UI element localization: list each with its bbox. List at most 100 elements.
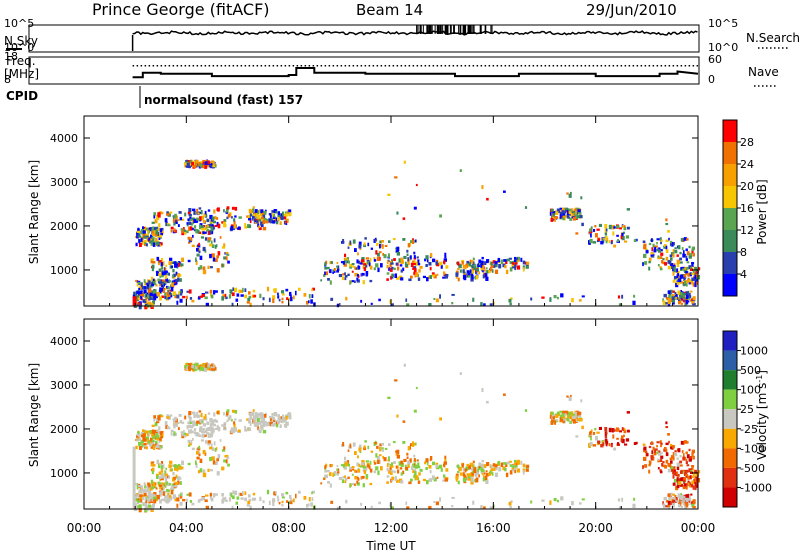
power-cell: [613, 244, 617, 248]
velocity-cell: [413, 460, 417, 463]
velocity-cell: [345, 499, 348, 504]
power-cell: [206, 219, 210, 223]
velocity-cell: [481, 459, 484, 463]
velocity-cell: [175, 481, 179, 485]
velocity-cell: [388, 470, 390, 474]
colorbar-segment: [723, 370, 737, 390]
power-cell: [160, 230, 164, 235]
power-cell: [347, 260, 350, 264]
velocity-cell: [151, 470, 154, 475]
power-cell: [443, 260, 446, 264]
velocity-cell: [199, 366, 203, 371]
velocity-cell: [196, 411, 199, 416]
velocity-cell: [157, 430, 161, 434]
power-cell: [137, 295, 140, 298]
velocity-cell: [203, 416, 206, 420]
velocity-cell: [572, 419, 576, 424]
velocity-cell: [413, 471, 417, 476]
power-cell: [676, 263, 680, 268]
velocity-cell: [667, 500, 671, 505]
velocity-cell: [154, 430, 159, 433]
power-cell: [400, 269, 403, 273]
power-cell: [572, 213, 574, 216]
power-cell: [667, 302, 671, 307]
power-cell: [570, 208, 574, 213]
power-cell: [253, 213, 256, 216]
velocity-cell: [651, 450, 653, 455]
velocity-cell: [685, 459, 688, 462]
power-cell: [691, 262, 695, 265]
velocity-cell: [171, 477, 174, 482]
velocity-cell: [502, 466, 506, 471]
power-cell: [675, 268, 677, 273]
velocity-cell: [357, 455, 359, 459]
power-cell: [472, 257, 475, 261]
power-cell: [343, 257, 347, 261]
velocity-cell: [473, 466, 477, 472]
power-cell: [368, 262, 371, 267]
power-cell: [677, 290, 681, 295]
velocity-cell: [396, 449, 400, 455]
power-cell: [333, 269, 336, 273]
power-cell: [149, 240, 153, 244]
power-cell: [268, 213, 272, 216]
velocity-cell: [262, 500, 265, 504]
velocity-cell: [201, 418, 205, 423]
velocity-cell: [682, 477, 686, 481]
velocity-cell: [509, 505, 512, 509]
velocity-cell: [554, 420, 556, 425]
velocity-cell: [354, 451, 357, 455]
velocity-cell: [247, 417, 250, 422]
power-cell: [187, 160, 190, 163]
velocity-cell: [178, 481, 181, 485]
power-cell: [646, 250, 649, 254]
velocity-cell: [139, 497, 143, 500]
power-cell: [149, 289, 152, 293]
power-cell: [413, 255, 416, 259]
power-cell: [253, 294, 257, 298]
velocity-cell: [157, 481, 161, 485]
velocity-cell: [210, 497, 214, 502]
velocity-cell: [570, 411, 574, 416]
power-cell: [152, 278, 155, 281]
power-cell: [164, 218, 168, 223]
velocity-cell: [512, 469, 516, 472]
velocity-cell: [324, 465, 327, 469]
velocity-cell: [333, 471, 336, 474]
power-cell: [223, 224, 227, 228]
power-cell: [183, 229, 187, 232]
power-cell: [488, 269, 491, 273]
colorbar-segment: [723, 120, 737, 142]
velocity-cell: [688, 484, 691, 488]
velocity-cell: [660, 452, 663, 455]
power-cell: [204, 237, 208, 241]
velocity-cell: [178, 494, 180, 498]
velocity-cell: [202, 364, 205, 367]
power-cell: [308, 300, 310, 304]
power-cell: [230, 290, 233, 295]
velocity-cell: [387, 396, 391, 399]
power-cell: [167, 224, 171, 227]
power-cell: [354, 280, 356, 283]
power-cell: [271, 212, 274, 217]
velocity-cell: [228, 497, 232, 502]
velocity-cell: [156, 420, 160, 424]
power-cell: [676, 274, 679, 279]
velocity-cell: [678, 503, 681, 508]
velocity-cell: [665, 448, 668, 453]
power-cell: [402, 267, 405, 272]
power-cell: [260, 216, 264, 219]
velocity-cell: [143, 492, 147, 496]
velocity-cell: [209, 433, 212, 438]
power-cell: [683, 280, 686, 284]
power-cell: [223, 256, 226, 260]
power-cell: [681, 247, 684, 251]
velocity-cell: [413, 469, 417, 472]
x-tick-label: 12:00: [374, 521, 409, 535]
power-cell: [680, 294, 684, 298]
power-cell: [324, 271, 327, 276]
power-cell: [311, 294, 314, 298]
velocity-cell: [196, 456, 200, 460]
velocity-cell: [336, 473, 339, 476]
velocity-cell: [210, 364, 214, 367]
